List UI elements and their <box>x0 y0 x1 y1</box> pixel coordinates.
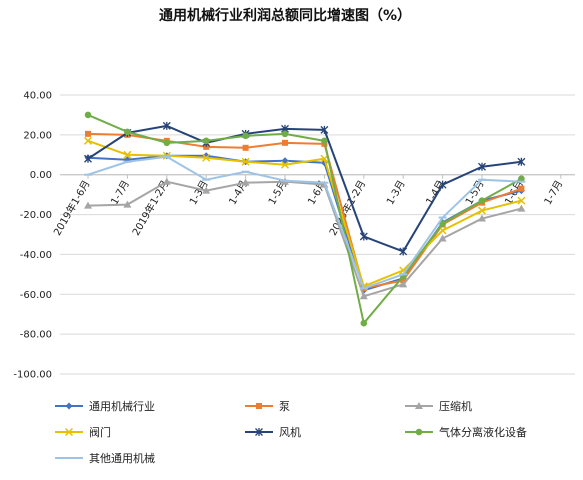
legend-item: 通用机械行业 <box>55 399 155 413</box>
data-point <box>478 162 486 171</box>
chart-title: 通用机械行业利润总额同比增速图（%） <box>159 7 411 24</box>
data-point <box>202 186 211 194</box>
x-tick-label: 1-3月 <box>384 178 408 207</box>
legend-label: 气体分离液化设备 <box>439 425 527 439</box>
series-group <box>84 111 525 327</box>
legend-marker <box>255 428 263 436</box>
data-point <box>399 247 408 256</box>
data-point <box>518 185 525 192</box>
series-line <box>87 124 522 253</box>
series-group <box>84 121 526 256</box>
legend-label: 风机 <box>279 425 301 439</box>
x-tick-label: 1-4月 <box>424 178 448 207</box>
data-point <box>162 177 171 185</box>
data-point <box>84 154 92 163</box>
data-point <box>517 196 526 205</box>
data-point <box>281 130 289 138</box>
data-point <box>162 121 171 130</box>
series-line <box>87 114 522 325</box>
x-tick-label: 2019年1-2月 <box>129 178 171 238</box>
legend-label: 压缩机 <box>439 399 472 413</box>
y-tick-label: -100.00 <box>13 370 52 381</box>
data-point <box>123 150 132 159</box>
y-tick-label: -60.00 <box>20 290 52 301</box>
data-point <box>85 130 91 137</box>
data-point <box>163 139 171 147</box>
legend-marker <box>415 402 423 409</box>
data-point <box>320 154 329 163</box>
data-point <box>360 319 368 327</box>
y-tick-label: 0.00 <box>30 170 52 181</box>
legend-label: 通用机械行业 <box>89 399 155 413</box>
legend-item: 泵 <box>245 400 290 413</box>
data-point <box>241 178 250 186</box>
data-point <box>478 197 486 204</box>
data-point <box>359 232 368 241</box>
legend-item: 风机 <box>245 425 301 439</box>
data-point <box>202 153 211 162</box>
series-line <box>87 132 522 290</box>
legend-label: 泵 <box>279 400 290 413</box>
y-tick-label: 40.00 <box>23 91 52 102</box>
y-tick-label: 20.00 <box>23 130 52 141</box>
legend-item: 阀门 <box>55 425 111 439</box>
y-tick-label: -40.00 <box>20 250 52 261</box>
data-point <box>359 292 368 300</box>
data-point <box>84 201 92 209</box>
data-point <box>438 180 447 189</box>
series-line <box>87 155 522 290</box>
x-tick-label: 1-7月 <box>542 178 566 207</box>
legend-marker <box>64 427 74 437</box>
series-group <box>84 155 526 290</box>
legend-marker <box>65 402 73 410</box>
legend-marker <box>415 428 423 436</box>
legend-marker <box>256 403 262 409</box>
data-point <box>438 234 447 242</box>
data-point <box>399 280 408 288</box>
data-point <box>241 157 250 166</box>
data-point <box>280 160 290 169</box>
y-tick-label: -80.00 <box>20 330 52 341</box>
data-point <box>517 204 526 212</box>
series-group <box>84 177 526 300</box>
data-point <box>517 157 526 166</box>
data-point <box>320 125 329 134</box>
data-point <box>321 137 328 145</box>
y-tick-label: -20.00 <box>20 210 52 221</box>
data-point <box>83 136 93 145</box>
legend-label: 其他通用机械 <box>89 451 155 465</box>
data-point <box>202 137 210 145</box>
legend-item: 压缩机 <box>405 399 472 413</box>
series-lines <box>83 111 526 327</box>
data-point <box>518 175 525 182</box>
data-point <box>477 206 487 215</box>
data-point <box>124 128 131 136</box>
legend-item: 其他通用机械 <box>55 451 155 465</box>
legend-label: 阀门 <box>89 425 111 439</box>
series-line <box>87 180 522 298</box>
series-line <box>87 139 522 288</box>
legend-item: 气体分离液化设备 <box>405 425 527 439</box>
data-point <box>242 132 249 140</box>
data-point <box>478 214 486 222</box>
data-point <box>439 220 446 227</box>
data-point <box>84 111 92 119</box>
data-point <box>242 144 249 151</box>
data-point <box>123 200 132 208</box>
data-point <box>282 139 288 146</box>
